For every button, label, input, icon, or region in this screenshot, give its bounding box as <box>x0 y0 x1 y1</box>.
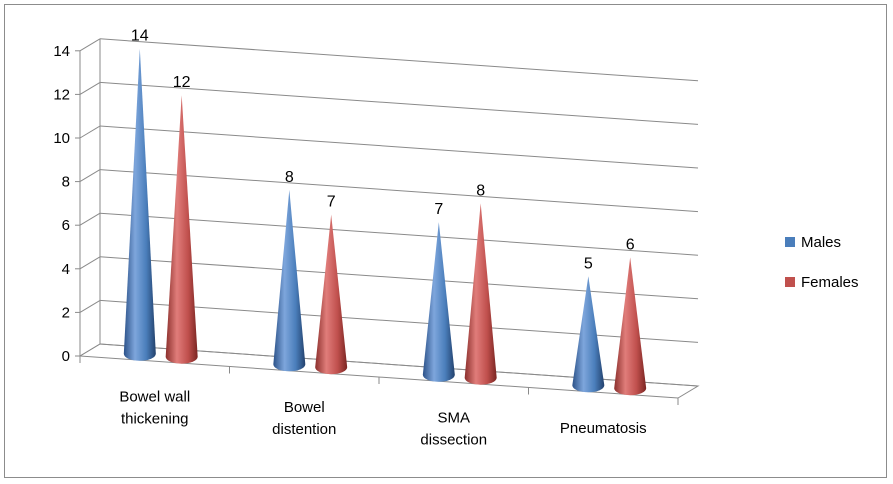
cone-females <box>464 203 497 385</box>
data-label: 8 <box>285 169 294 186</box>
gridline-side <box>79 81 101 95</box>
gridline-side <box>79 212 101 226</box>
gridline <box>99 38 699 82</box>
cone-females <box>614 257 647 396</box>
cone-males <box>572 276 605 393</box>
y-tick-label: 12 <box>53 86 70 103</box>
y-tick-label: 4 <box>62 261 70 278</box>
gridline-side <box>79 299 101 313</box>
gridline <box>99 125 699 169</box>
cone-males <box>422 222 455 382</box>
cone-females <box>165 95 198 364</box>
y-tick-label: 0 <box>62 348 70 365</box>
x-category-label: Bowel wall <box>119 388 190 405</box>
y-tick-label: 14 <box>53 43 70 60</box>
x-category-label: Bowel <box>284 399 325 416</box>
y-tick-label: 10 <box>53 130 70 147</box>
y-tick-label: 2 <box>62 304 70 321</box>
data-label: 5 <box>584 255 593 272</box>
cone-females <box>315 214 348 375</box>
gridline-side <box>79 38 101 52</box>
cone-chart: 0 2 4 6 8 10 12 14 14 12 Bowel wall thickening 8 7 Bo… <box>53 28 859 449</box>
gridline-side <box>79 256 101 270</box>
x-category-label: SMA <box>437 409 470 426</box>
y-tick-label: 6 <box>62 217 70 234</box>
gridline <box>99 256 699 300</box>
gridline <box>99 169 699 213</box>
data-label: 12 <box>173 74 191 91</box>
x-category-label: thickening <box>121 410 189 427</box>
data-label: 6 <box>626 236 635 253</box>
legend-label: Males <box>801 234 841 251</box>
gridline <box>99 212 699 256</box>
gridline <box>99 81 699 125</box>
cone-males <box>123 48 156 361</box>
gridline-side <box>79 169 101 183</box>
legend-label: Females <box>801 274 859 291</box>
chart-frame: 0 2 4 6 8 10 12 14 14 12 Bowel wall thickening 8 7 Bo… <box>4 4 887 478</box>
legend-swatch <box>785 237 795 247</box>
gridline-side <box>79 125 101 139</box>
data-label: 14 <box>131 28 149 45</box>
data-label: 7 <box>327 194 336 211</box>
gridline <box>99 299 699 343</box>
x-category-label: Pneumatosis <box>560 420 647 437</box>
data-label: 7 <box>434 201 443 218</box>
cone-males <box>273 189 306 372</box>
y-tick-label: 8 <box>62 174 70 191</box>
legend-swatch <box>785 277 795 287</box>
x-category-label: dissection <box>420 431 487 448</box>
data-label: 8 <box>476 182 485 199</box>
x-category-label: distention <box>272 421 336 438</box>
